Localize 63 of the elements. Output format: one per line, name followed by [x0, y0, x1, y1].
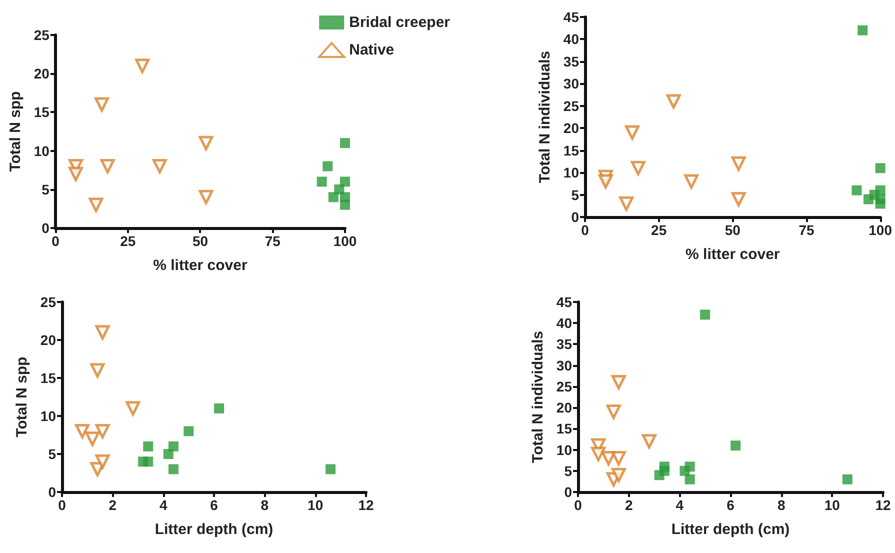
- y-tick-label: 5: [42, 181, 50, 198]
- y-tick-label: 0: [48, 484, 56, 500]
- x-tick-label: 100: [333, 233, 357, 249]
- y-tick-label: 0: [571, 209, 580, 225]
- y-axis-title: Total N spp: [14, 356, 31, 438]
- y-tick-label: 45: [556, 294, 572, 310]
- x-tick-label: 50: [724, 222, 741, 238]
- y-tick-label: 10: [556, 442, 572, 458]
- y-axis-title: Total N individuals: [530, 330, 547, 464]
- y-tick-label: 25: [34, 27, 50, 43]
- y-tick-label: 35: [556, 336, 572, 352]
- x-tick-label: 0: [581, 222, 590, 238]
- legend-label: Bridal creeper: [349, 14, 450, 31]
- x-tick-label: 100: [868, 222, 892, 238]
- x-axis-title: Litter depth (cm): [154, 521, 274, 538]
- y-tick-label: 30: [556, 357, 572, 374]
- legend-label: Native: [349, 42, 394, 58]
- x-tick-label: 4: [159, 497, 168, 513]
- x-axis-title: Litter depth (cm): [671, 521, 790, 538]
- y-tick-label: 20: [34, 66, 50, 82]
- x-tick-label: 6: [210, 497, 218, 513]
- y-tick-label: 20: [563, 120, 580, 136]
- y-tick-label: 5: [571, 186, 580, 203]
- x-tick-label: 2: [624, 497, 633, 513]
- x-tick-label: 6: [726, 497, 735, 513]
- x-tick-label: 75: [798, 222, 814, 238]
- x-axis-title: % litter cover: [686, 246, 780, 263]
- y-tick-label: 45: [563, 9, 580, 25]
- y-tick-label: 10: [34, 142, 50, 159]
- y-tick-label: 10: [40, 408, 56, 424]
- y-tick-label: 25: [563, 98, 580, 114]
- x-tick-label: 0: [58, 497, 66, 513]
- x-tick-label: 75: [264, 233, 281, 249]
- y-tick-label: 15: [34, 104, 50, 120]
- x-tick-label: 4: [676, 497, 684, 513]
- y-tick-label: 20: [556, 400, 572, 416]
- x-tick-label: 25: [120, 233, 136, 249]
- y-tick-label: 40: [556, 315, 572, 332]
- x-tick-label: 2: [108, 497, 117, 513]
- x-tick-label: 10: [824, 497, 840, 513]
- y-tick-label: 5: [564, 462, 572, 479]
- y-tick-label: 20: [40, 332, 56, 348]
- y-tick-label: 15: [563, 142, 580, 158]
- y-tick-label: 15: [556, 420, 572, 437]
- x-tick-label: 25: [651, 222, 667, 238]
- x-tick-label: 12: [358, 497, 374, 513]
- x-tick-label: 10: [308, 497, 324, 513]
- y-tick-label: 10: [563, 164, 580, 181]
- x-tick-label: 12: [875, 497, 891, 513]
- y-axis-title: Total N spp: [7, 91, 24, 172]
- x-axis-title: % litter cover: [153, 257, 248, 274]
- y-tick-label: 15: [40, 370, 56, 386]
- y-tick-label: 5: [48, 446, 56, 462]
- y-axis-title: Total N individuals: [536, 50, 554, 184]
- x-tick-label: 8: [260, 497, 269, 513]
- y-tick-label: 35: [563, 53, 580, 70]
- y-tick-label: 40: [563, 31, 580, 48]
- y-tick-label: 25: [40, 294, 56, 310]
- y-tick-label: 30: [563, 76, 580, 92]
- y-tick-label: 0: [564, 484, 572, 500]
- y-tick-label: 25: [556, 378, 572, 394]
- x-tick-label: 8: [777, 497, 786, 513]
- x-tick-label: 50: [192, 233, 208, 249]
